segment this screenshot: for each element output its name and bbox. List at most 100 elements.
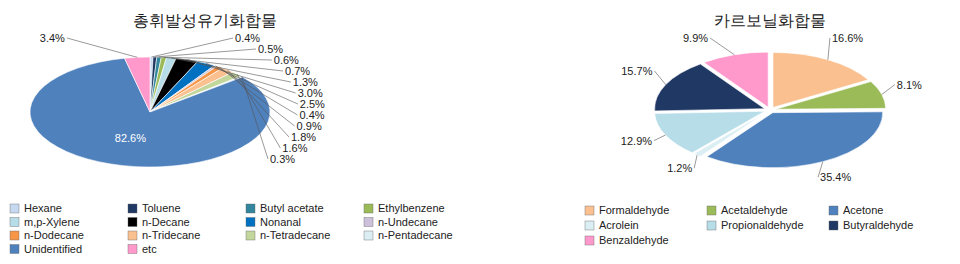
data-labels: 16.6% 8.1% 35.4% 9.9% 15.7% 12.9% 1.2% <box>621 32 922 183</box>
legend-label: Acetone <box>843 204 883 216</box>
legend-label: Benzaldehyde <box>599 234 669 246</box>
data-label: 15.7% <box>621 65 652 77</box>
chart-canvas: 총휘발성유기화합물 0.4%0.5%0.6%0.7%1.3%3.0%2.5%0.4… <box>0 0 960 264</box>
pie-slice <box>125 57 150 112</box>
legend: Hexane Toluene Butyl acetate Ethylbenzene m,… <box>10 202 453 255</box>
leader-line <box>187 60 296 93</box>
leader-line <box>228 70 289 137</box>
legend-swatch <box>364 204 373 213</box>
pie-marks <box>30 57 270 167</box>
legend-swatch <box>829 206 838 215</box>
leader-line <box>882 85 895 95</box>
legend-item: Propionaldehyde <box>707 219 804 231</box>
leader-line <box>155 49 256 57</box>
legend-item: Butyl acetate <box>246 202 324 214</box>
legend-item: Toluene <box>128 202 181 214</box>
legend-item: n-Tridecane <box>128 229 200 241</box>
legend-item: Acrolein <box>585 219 639 231</box>
chart-title: 총휘발성유기화합물 <box>133 11 277 30</box>
legend-item: m,p-Xylene <box>10 216 80 228</box>
leader-line <box>220 67 295 126</box>
leader-line <box>654 135 665 141</box>
leader-line <box>164 57 283 71</box>
legend-label: n-Dodecane <box>24 229 84 241</box>
data-label: 9.9% <box>683 32 708 44</box>
legend-swatch <box>707 221 716 230</box>
data-label: 8.1% <box>897 79 922 91</box>
chart: 카르보닐화합물 16.6% 8.1% 35.4% 9.9% 15.7% 12.9% 1.2% F… <box>585 11 922 246</box>
legend-item: n-Decane <box>128 216 190 228</box>
leader-line <box>694 155 697 168</box>
legend-label: n-Tridecane <box>142 229 200 241</box>
legend-swatch <box>246 218 255 227</box>
legend-swatch <box>128 231 137 240</box>
legend-label: etc <box>142 243 157 255</box>
legend-label: Unidentified <box>24 243 82 255</box>
legend-item: n-Dodecane <box>10 229 84 241</box>
legend-swatch <box>585 236 594 245</box>
data-label: 1.2% <box>667 162 692 174</box>
pie <box>30 57 270 167</box>
legend-label: Butyl acetate <box>260 202 324 214</box>
legend-item: Acetaldehyde <box>707 204 788 216</box>
legend-label: Acetaldehyde <box>721 204 788 216</box>
legend-label: Hexane <box>24 202 62 214</box>
leader-line <box>171 58 290 82</box>
data-labels: 0.4%0.5%0.6%0.7%1.3%3.0%2.5%0.4%0.9%1.8%… <box>40 32 325 165</box>
legend-item: Ethylbenzene <box>364 202 445 214</box>
legend-swatch <box>128 245 137 254</box>
leader-line <box>67 38 137 57</box>
legend-item: Unidentified <box>10 243 82 255</box>
legend-swatch <box>829 221 838 230</box>
legend-swatch <box>128 204 137 213</box>
data-label: 0.4% <box>235 32 260 44</box>
data-label: 0.3% <box>270 153 295 165</box>
pie-slice <box>776 82 886 110</box>
legend-label: m,p-Xylene <box>24 216 80 228</box>
leader-line <box>654 71 665 85</box>
legend-item: n-Tetradecane <box>246 229 330 241</box>
legend-label: Formaldehyde <box>599 204 669 216</box>
pie-slice <box>655 111 765 152</box>
legend-item: Nonanal <box>246 216 301 228</box>
legend-item: Benzaldehyde <box>585 234 669 246</box>
legend-swatch <box>246 204 255 213</box>
legend-swatch <box>585 221 594 230</box>
legend-item: Formaldehyde <box>585 204 669 216</box>
chart-title: 카르보닐화합물 <box>714 11 826 30</box>
legend-item: n-Pentadecane <box>364 229 453 241</box>
legend-swatch <box>10 245 19 254</box>
legend-item: etc <box>128 243 157 255</box>
legend-item: n-Undecane <box>364 216 438 228</box>
data-label: 35.4% <box>820 171 851 183</box>
legend-label: Propionaldehyde <box>721 219 804 231</box>
legend-label: n-Undecane <box>378 216 438 228</box>
legend-label: n-Decane <box>142 216 190 228</box>
legend-swatch <box>128 218 137 227</box>
leader-line <box>242 77 268 159</box>
legend-item: Acetone <box>829 204 883 216</box>
legend-swatch <box>10 204 19 213</box>
data-label: 12.9% <box>621 135 652 147</box>
pie <box>655 52 886 168</box>
legend-label: Ethylbenzene <box>378 202 445 214</box>
legend-swatch <box>585 206 594 215</box>
leader-line <box>710 38 734 55</box>
legend-swatch <box>10 231 19 240</box>
pie-slice <box>704 52 768 107</box>
legend-label: Nonanal <box>260 216 301 228</box>
legend-item: Butyraldehyde <box>829 219 913 231</box>
legend-label: Toluene <box>142 202 181 214</box>
legend-swatch <box>364 218 373 227</box>
legend-swatch <box>364 231 373 240</box>
pie-marks <box>655 52 886 168</box>
data-label: 16.6% <box>832 32 863 44</box>
leader-line <box>237 74 280 148</box>
leader-line <box>828 38 830 60</box>
legend-label: n-Pentadecane <box>378 229 453 241</box>
legend-label: n-Tetradecane <box>260 229 330 241</box>
data-label: 3.4% <box>40 32 65 44</box>
legend-swatch <box>246 231 255 240</box>
legend-swatch <box>10 218 19 227</box>
data-label: 82.6% <box>115 132 146 144</box>
